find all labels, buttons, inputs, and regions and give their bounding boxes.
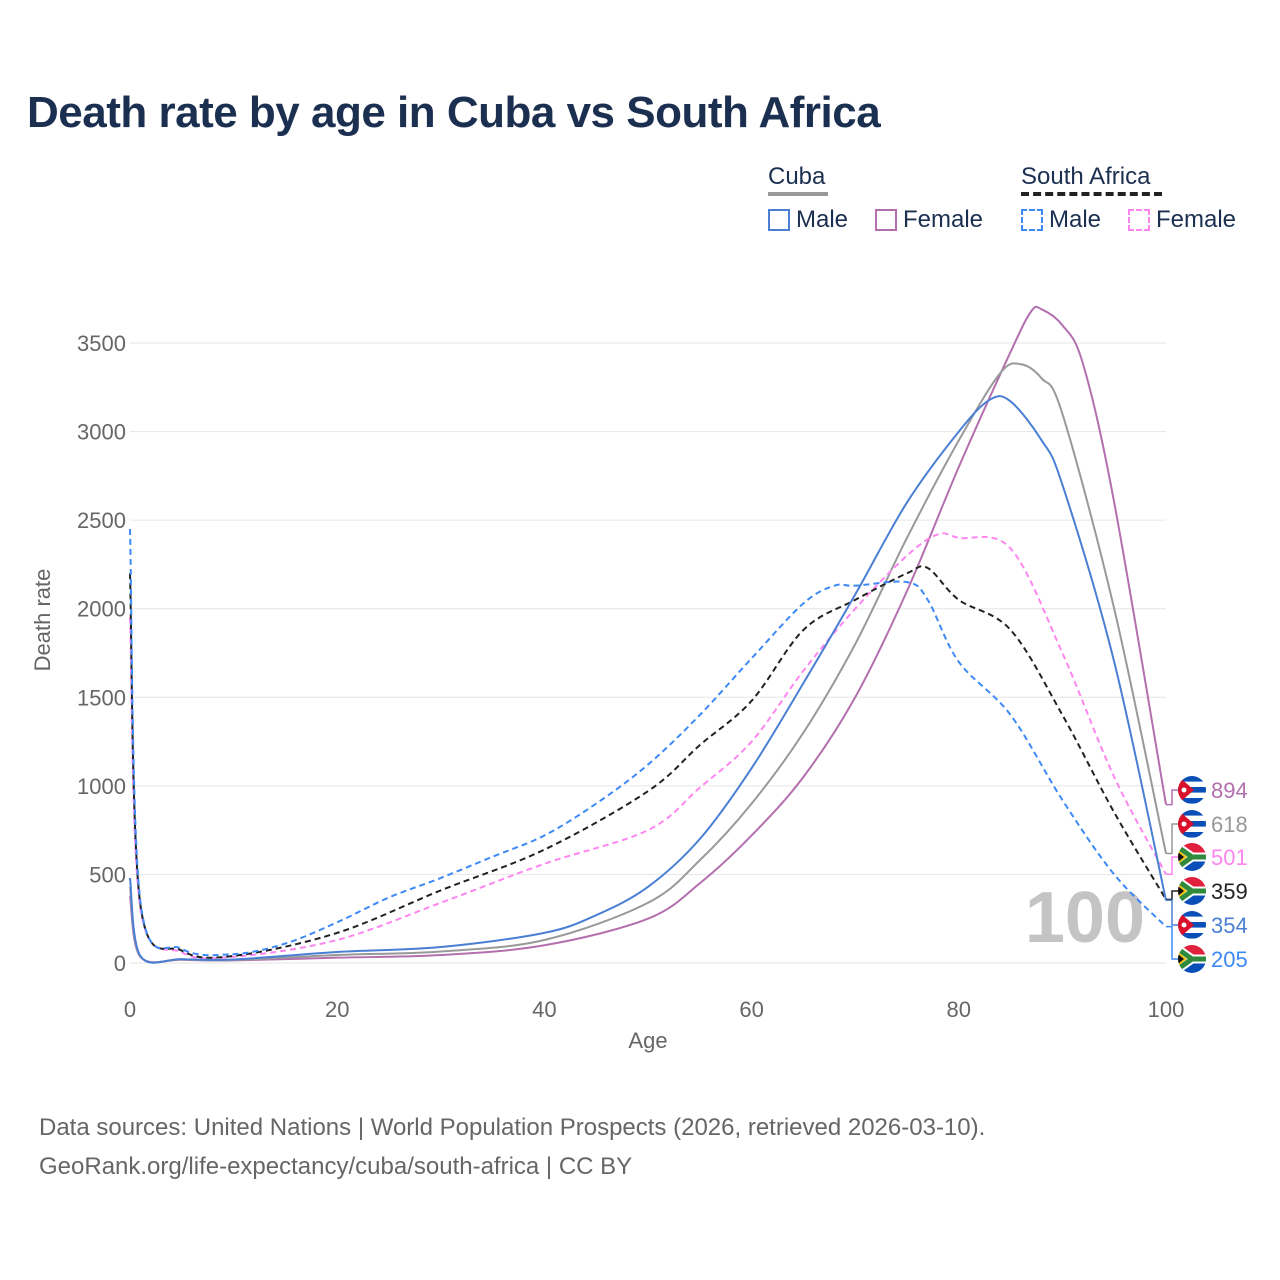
flag-star <box>1181 922 1187 928</box>
x-tick-label: 80 <box>947 997 971 1022</box>
x-axis-title: Age <box>628 1028 667 1053</box>
legend-label: Male <box>796 206 849 233</box>
south-africa-flag-icon <box>1178 877 1206 905</box>
flag-stripe <box>1178 776 1206 782</box>
end-connector <box>1166 899 1178 926</box>
flag-green <box>1178 844 1206 870</box>
y-tick-label: 1500 <box>77 685 126 710</box>
legend-group-label: Cuba <box>768 163 826 190</box>
flag-body <box>1178 945 1206 973</box>
legend-label: Female <box>1156 206 1237 233</box>
series-line-cuba-total <box>129 362 1167 964</box>
y-tick-label: 500 <box>89 862 126 887</box>
x-tick-label: 100 <box>1148 997 1185 1022</box>
series-line-south-africa-female <box>129 532 1167 960</box>
flag-black <box>1178 852 1184 862</box>
cuba-flag-icon <box>1178 776 1206 804</box>
x-tick-label: 20 <box>325 997 349 1022</box>
end-value-label: 618 <box>1211 812 1248 837</box>
end-connector <box>1166 856 1178 876</box>
flag-star <box>1181 787 1187 793</box>
x-tick-label: 40 <box>532 997 556 1022</box>
legend-line-dashed <box>1021 192 1162 196</box>
end-value-label: 501 <box>1211 845 1248 870</box>
flag-body <box>1178 911 1206 939</box>
series-line-cuba-male <box>129 395 1167 964</box>
y-tick-label: 1000 <box>77 774 126 799</box>
flag-stripe <box>1178 810 1206 816</box>
source-link[interactable]: GeoRank.org/life-expectancy/cuba/south-a… <box>39 1153 633 1180</box>
flag-star <box>1181 821 1187 827</box>
south-africa-flag-icon <box>1178 945 1206 973</box>
end-labels: 894 618 501 359 354 205 <box>1166 776 1248 973</box>
end-connector <box>1166 789 1178 806</box>
series-lines <box>129 305 1167 964</box>
south-africa-flag-icon <box>1178 843 1206 871</box>
legend-swatch <box>875 209 897 231</box>
flag-stripe <box>1178 798 1206 804</box>
legend-group-south-africa[interactable]: South Africa <box>1021 163 1162 196</box>
end-value-label: 354 <box>1211 913 1248 938</box>
series-line-south-africa-total <box>129 565 1167 959</box>
x-tick-label: 0 <box>124 997 136 1022</box>
flag-stripe <box>1178 832 1206 838</box>
legend-item-south-africa-female[interactable]: Female <box>1128 206 1236 234</box>
y-tick-label: 3000 <box>77 420 126 445</box>
y-tick-label: 2500 <box>77 508 126 533</box>
y-tick-label: 2000 <box>77 597 126 622</box>
legend-swatch <box>1128 209 1150 231</box>
y-tick-label: 0 <box>114 951 126 976</box>
flag-black <box>1178 886 1184 896</box>
age-watermark: 100 <box>1025 878 1145 958</box>
y-tick-label: 3500 <box>77 331 126 356</box>
chart-title: Death rate by age in Cuba vs South Afric… <box>27 88 881 137</box>
legend-label: Male <box>1049 206 1102 233</box>
source-line-1: Data sources: United Nations | World Pop… <box>39 1114 986 1141</box>
legend-swatch <box>768 209 790 231</box>
flag-green <box>1178 946 1206 972</box>
legend-item-cuba-female[interactable]: Female <box>875 206 983 234</box>
source-note: Data sources: United Nations | World Pop… <box>39 1108 985 1186</box>
legend-line-solid <box>768 192 828 196</box>
grid: 0 500 1000 1500 2000 2500 3000 3500 0 20 40 60 80 100 <box>77 331 1184 1022</box>
legend-label: Female <box>903 206 984 233</box>
legend-item-south-africa-male[interactable]: Male <box>1021 206 1101 234</box>
end-connector <box>1166 925 1178 960</box>
flag-body <box>1178 810 1206 838</box>
series-line-cuba-female <box>129 305 1167 964</box>
end-value-label: 894 <box>1211 778 1248 803</box>
legend-group-label: South Africa <box>1021 163 1151 190</box>
flag-body <box>1178 843 1206 871</box>
flag-black <box>1178 954 1184 964</box>
x-tick-label: 60 <box>739 997 763 1022</box>
end-connector <box>1166 890 1178 901</box>
cuba-flag-icon <box>1178 911 1206 939</box>
y-axis-title: Death rate <box>30 569 55 672</box>
end-value-label: 205 <box>1211 947 1248 972</box>
flag-green <box>1178 878 1206 904</box>
flag-stripe <box>1178 933 1206 939</box>
legend-item-cuba-male[interactable]: Male <box>768 206 848 234</box>
flag-body <box>1178 877 1206 905</box>
series-line-south-africa-male <box>129 528 1167 957</box>
cuba-flag-icon <box>1178 810 1206 838</box>
end-connector <box>1166 823 1178 855</box>
flag-body <box>1178 776 1206 804</box>
legend-swatch <box>1021 209 1043 231</box>
legend-group-cuba[interactable]: Cuba <box>768 163 828 196</box>
end-value-label: 359 <box>1211 879 1248 904</box>
flag-stripe <box>1178 911 1206 917</box>
